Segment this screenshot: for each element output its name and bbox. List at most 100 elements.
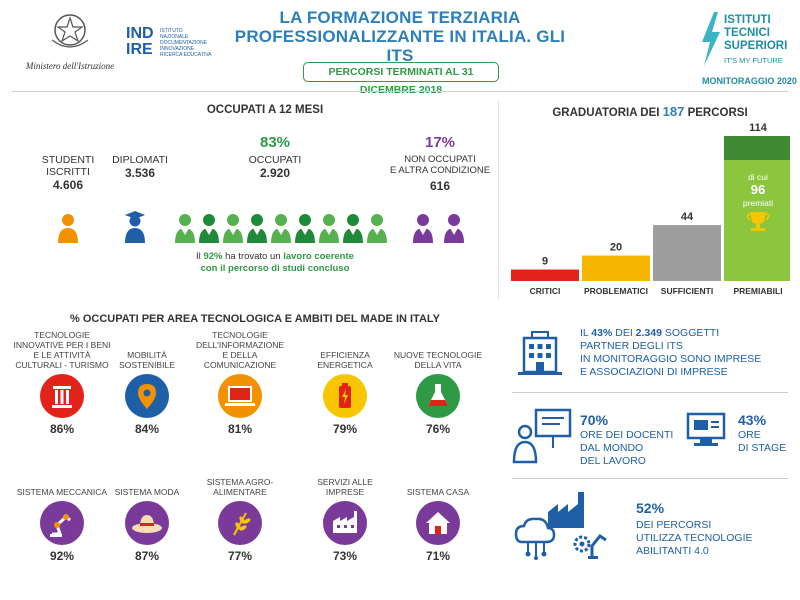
area-item: SISTEMA CASA 71% <box>393 457 483 563</box>
premiati-label-b: premiati <box>743 198 773 208</box>
bar-value-label: 20 <box>610 242 622 254</box>
cloud-factory-icon <box>514 492 607 560</box>
bar-premiabili-top <box>724 136 790 160</box>
area-label: EFFICIENZA ENERGETICA <box>317 350 373 370</box>
its-logo-line3: SUPERIORI <box>724 40 788 52</box>
chart-title-number: 187 <box>662 104 685 119</box>
page-title-line2: PROFESSIONALIZZANTE IN ITALIA. GLI ITS <box>234 27 566 65</box>
area-icon-circle <box>125 374 169 418</box>
area-label: SISTEMA MECCANICA <box>16 487 108 497</box>
bar-problematici <box>582 255 650 281</box>
coerente-note: Il 92% ha trovato un lavoro coerente con… <box>165 251 385 275</box>
diplomati-label: DIPLOMATI <box>112 154 168 166</box>
area-label: NUOVE TECNOLOGIE DELLA VITA <box>393 350 483 370</box>
area-percent: 76% <box>425 422 451 436</box>
studenti-label-line1: STUDENTI <box>41 154 95 166</box>
house-icon <box>426 512 450 534</box>
partner-line3: E ASSOCIAZIONI DI IMPRESE <box>580 366 728 378</box>
indire-subtitle: ISTITUTO NAZIONALE DOCUMENTAZIONE INNOVA… <box>160 28 212 58</box>
laptop-icon <box>225 386 255 406</box>
category-label: CRITICI <box>530 286 561 296</box>
studenti-label-line2: ISCRITTI <box>46 166 90 178</box>
monitor-icon <box>686 412 726 446</box>
non-occupati-value: 616 <box>429 179 451 193</box>
area-icon-circle <box>416 501 460 545</box>
tech-stat: 52% DEI PERCORSI UTILIZZA TECNOLOGIE ABI… <box>636 500 786 558</box>
ministry-logo-text: Ministero dell'Istruzione <box>25 61 115 71</box>
area-percent: 81% <box>227 422 253 436</box>
area-icon-circle <box>323 501 367 545</box>
divider-stats-2 <box>512 478 788 479</box>
occupati-stat: 83% OCCUPATI 2.920 <box>230 134 320 181</box>
coerente-pct: 92% <box>203 251 223 262</box>
area-label: SISTEMA CASA <box>406 487 470 497</box>
docenti-pct: 70% <box>580 412 609 428</box>
non-occupati-stat: 17% NON OCCUPATI E ALTRA CONDIZIONE 616 <box>380 134 500 194</box>
area-icon-circle <box>125 501 169 545</box>
employed-person-icon <box>367 214 387 243</box>
tech-line1: DEI PERCORSI <box>636 519 712 531</box>
graduate-icon <box>125 211 145 243</box>
area-icon-circle <box>218 374 262 418</box>
ministry-logo: Ministero dell'Istruzione <box>20 10 120 71</box>
bar-critici <box>511 269 579 281</box>
coerente-prefix: Il <box>196 251 204 262</box>
partner-suffix: SOGGETTI <box>661 327 720 339</box>
category-label: PREMIABILI <box>733 286 782 296</box>
building-icon <box>518 331 562 375</box>
partner-line1: PARTNER DEGLI ITS <box>580 340 683 352</box>
page-title: LA FORMAZIONE TERZIARIA PROFESSIONALIZZA… <box>230 8 570 65</box>
employed-person-icon <box>319 214 339 243</box>
teacher-icon <box>512 408 572 464</box>
emblem-icon <box>51 14 89 48</box>
robot-arm-icon <box>50 514 71 537</box>
divider-stats-1 <box>512 392 788 393</box>
area-percent: 73% <box>332 549 358 563</box>
battery-icon <box>339 383 351 408</box>
chart-title-suffix: PERCORSI <box>684 107 748 119</box>
diplomati-value: 3.536 <box>124 166 156 180</box>
area-item: SISTEMA MECCANICA 92% <box>12 457 112 563</box>
area-percent: 79% <box>332 422 358 436</box>
area-percent: 84% <box>134 422 160 436</box>
flask-icon <box>428 384 448 406</box>
its-logo-line1: ISTITUTI <box>724 14 771 26</box>
monitoring-label: MONITORAGGIO 2020 <box>702 76 797 86</box>
studenti-stat: STUDENTI ISCRITTI 4.606 <box>28 154 108 193</box>
area-item: TECNOLOGIE INNOVATIVE PER I BENI E LE AT… <box>12 330 112 436</box>
area-icon-circle <box>416 374 460 418</box>
employed-person-icon <box>271 214 291 243</box>
partner-number: 2.349 <box>635 327 662 339</box>
area-label: MOBILITÀ SOSTENIBILE <box>119 350 175 370</box>
non-occupati-label-line2: E ALTRA CONDIZIONE <box>389 165 491 176</box>
not-employed-person-icon <box>413 214 433 243</box>
area-item: MOBILITÀ SOSTENIBILE 84% <box>102 330 192 436</box>
coerente-highlight: lavoro coerente <box>283 251 354 262</box>
employed-person-icon <box>247 214 267 243</box>
its-logo: ISTITUTI TECNICI SUPERIORI IT'S MY FUTUR… <box>700 10 797 90</box>
area-percent: 87% <box>134 549 160 563</box>
employed-person-icon <box>175 214 195 243</box>
partner-line2: IN MONITORAGGIO SONO IMPRESE <box>580 353 762 365</box>
stage-line2: DI STAGE <box>738 442 787 454</box>
vertical-divider <box>498 100 499 300</box>
non-occupati-label-line1: NON OCCUPATI <box>404 154 476 165</box>
occupati-pct: 83% <box>259 134 291 151</box>
employed-person-icon <box>343 214 363 243</box>
person-icon <box>58 214 78 243</box>
partner-stat: IL 43% DEI 2.349 SOGGETTI PARTNER DEGLI … <box>580 327 790 379</box>
areas-section-title: % OCCUPATI PER AREA TECNOLOGICA E AMBITI… <box>70 313 440 325</box>
its-logo-line2: TECNICI <box>724 27 770 39</box>
area-item: TECNOLOGIE DELL'INFORMAZIONE E DELLA COM… <box>195 330 285 436</box>
area-label: TECNOLOGIE DELL'INFORMAZIONE E DELLA COM… <box>195 330 285 370</box>
area-icon-circle <box>218 501 262 545</box>
category-label: SUFFICIENTI <box>661 286 713 296</box>
area-icon-circle <box>323 374 367 418</box>
area-label: TECNOLOGIE INNOVATIVE PER I BENI E LE AT… <box>13 330 111 370</box>
area-icon-circle <box>40 501 84 545</box>
tech-line3: ABILITANTI 4.0 <box>636 545 709 557</box>
employed-person-icon <box>223 214 243 243</box>
non-occupati-pct: 17% <box>424 134 456 151</box>
area-label: SERVIZI ALLE IMPRESE <box>317 477 373 497</box>
subtitle-badge: PERCORSI TERMINATI AL 31 DICEMBRE 2018 <box>303 62 499 96</box>
